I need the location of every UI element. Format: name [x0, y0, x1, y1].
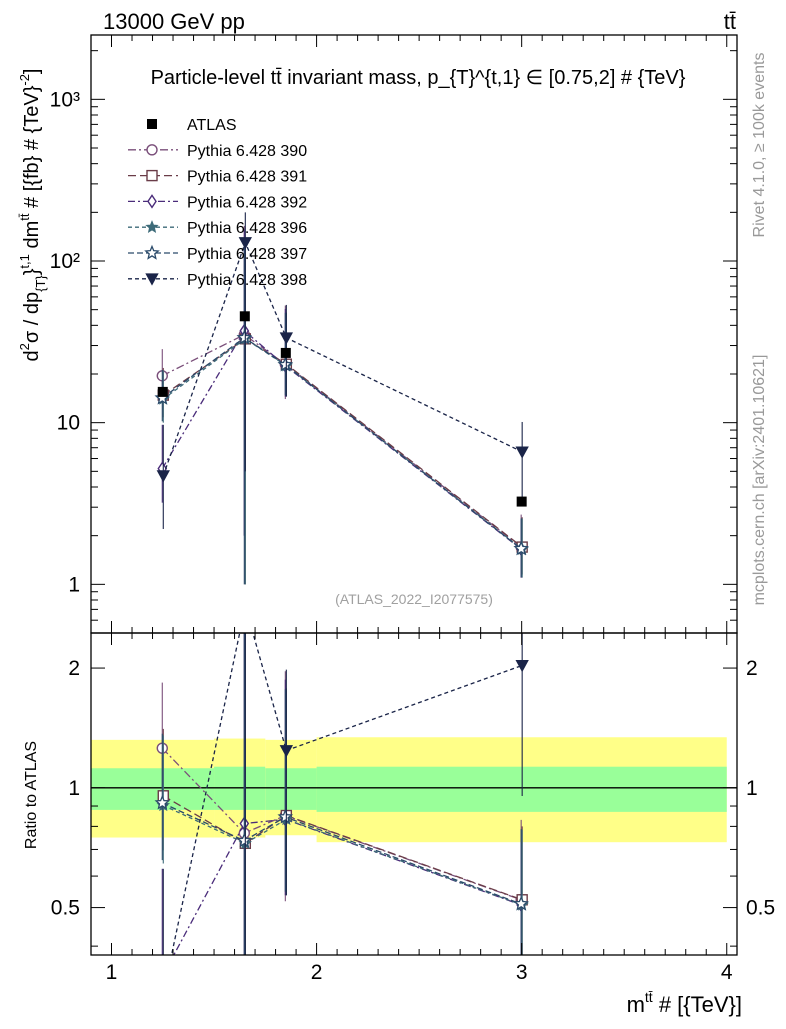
legend-label: ATLAS — [187, 117, 237, 134]
series-point — [238, 237, 252, 250]
series-line — [161, 336, 522, 550]
ratio-tick-label-left: 0.5 — [51, 897, 80, 920]
ratio-band-stat — [91, 768, 215, 810]
legend-marker — [144, 244, 160, 260]
data-point — [157, 386, 168, 397]
y-tick-label: 1 — [68, 573, 80, 596]
x-tick-label: 3 — [516, 961, 528, 984]
series-line — [161, 333, 522, 548]
series-point — [515, 446, 529, 459]
data-point — [516, 496, 527, 507]
ratio-series-line — [161, 747, 522, 901]
mc-series-5 — [154, 240, 529, 955]
ratio-tick-label-left: 1 — [68, 777, 80, 800]
ratio-y-axis-label: Ratio to ATLAS — [23, 741, 40, 849]
ratio-point — [236, 832, 253, 848]
y-axis-label: d2σ / dp{T}}t,1 dmtt̄ # [{fb} # {TeV}-2] — [17, 69, 48, 362]
ratio-tick-label-left: 2 — [68, 657, 80, 680]
legend-entry-6: Pythia 6.428 398 — [128, 272, 307, 289]
legend-label: Pythia 6.428 390 — [187, 143, 307, 160]
series-line — [161, 329, 522, 550]
legend-label: Pythia 6.428 398 — [187, 272, 307, 289]
ratio-series-line — [170, 633, 523, 955]
legend-entry-3: Pythia 6.428 392 — [128, 194, 307, 211]
legend-entry-atlas: ATLAS — [147, 117, 237, 134]
ratio-series-line — [173, 818, 522, 955]
ratio-plot-frame — [90, 632, 738, 956]
header-process-label: tt̄ — [724, 9, 736, 34]
legend-entry-5: Pythia 6.428 397 — [128, 244, 307, 263]
ratio-series-line — [162, 802, 522, 905]
series-point — [277, 356, 294, 372]
legend-marker — [147, 194, 157, 209]
data-point — [239, 311, 250, 322]
series-line — [162, 338, 523, 548]
legend-label: Pythia 6.428 391 — [187, 169, 307, 186]
ratio-point — [515, 660, 529, 673]
legend-marker — [147, 119, 157, 129]
ratio-tick-label-right: 1 — [746, 777, 758, 800]
mcplots-label: mcplots.cern.ch [arXiv:2401.10621] — [751, 355, 768, 606]
legend-label: Pythia 6.428 392 — [187, 194, 307, 211]
ratio-point — [279, 745, 293, 758]
legend-marker — [146, 169, 158, 182]
ratio-point — [513, 895, 529, 911]
rivet-version-label: Rivet 4.1.0, ≥ 100k events — [751, 53, 768, 238]
x-tick-label: 2 — [311, 961, 323, 984]
ratio-series-line — [162, 795, 523, 901]
atlas-data — [157, 311, 527, 507]
mc-series-6 — [156, 212, 529, 955]
y-tick-label: 10³ — [50, 88, 80, 111]
ratio-tick-label-right: 0.5 — [746, 897, 775, 920]
y-tick-label: 10² — [50, 250, 80, 273]
series-point — [279, 332, 293, 345]
series-point — [236, 329, 253, 345]
ratio-series-line — [163, 804, 523, 906]
header-collision-label: 13000 GeV pp — [103, 9, 245, 34]
ratio-tick-label-right: 2 — [746, 657, 758, 680]
series-line — [162, 338, 523, 550]
legend-label: Pythia 6.428 397 — [187, 246, 307, 263]
x-tick-label: 4 — [721, 961, 733, 984]
data-point — [280, 347, 291, 358]
legend-marker — [145, 220, 159, 233]
x-axis-label: mtt̄ # [{TeV}] — [627, 989, 742, 1017]
legend-marker — [146, 144, 158, 156]
plot-title: Particle-level tt̄ invariant mass, p_{T}… — [151, 67, 686, 89]
legend-entry-2: Pythia 6.428 391 — [128, 169, 307, 186]
series-point — [156, 470, 170, 483]
x-tick-label: 1 — [106, 961, 118, 984]
ratio-point — [154, 794, 171, 810]
analysis-watermark: (ATLAS_2022_I2077575) — [335, 591, 493, 607]
legend-marker — [145, 273, 159, 286]
y-tick-label: 10 — [57, 412, 80, 435]
legend-entry-1: Pythia 6.428 390 — [128, 143, 307, 160]
legend-entry-4: Pythia 6.428 396 — [128, 220, 307, 237]
ratio-point — [277, 808, 294, 824]
ratio-band-stat — [265, 768, 317, 810]
series-point — [513, 540, 529, 556]
legend-label: Pythia 6.428 396 — [187, 220, 307, 237]
